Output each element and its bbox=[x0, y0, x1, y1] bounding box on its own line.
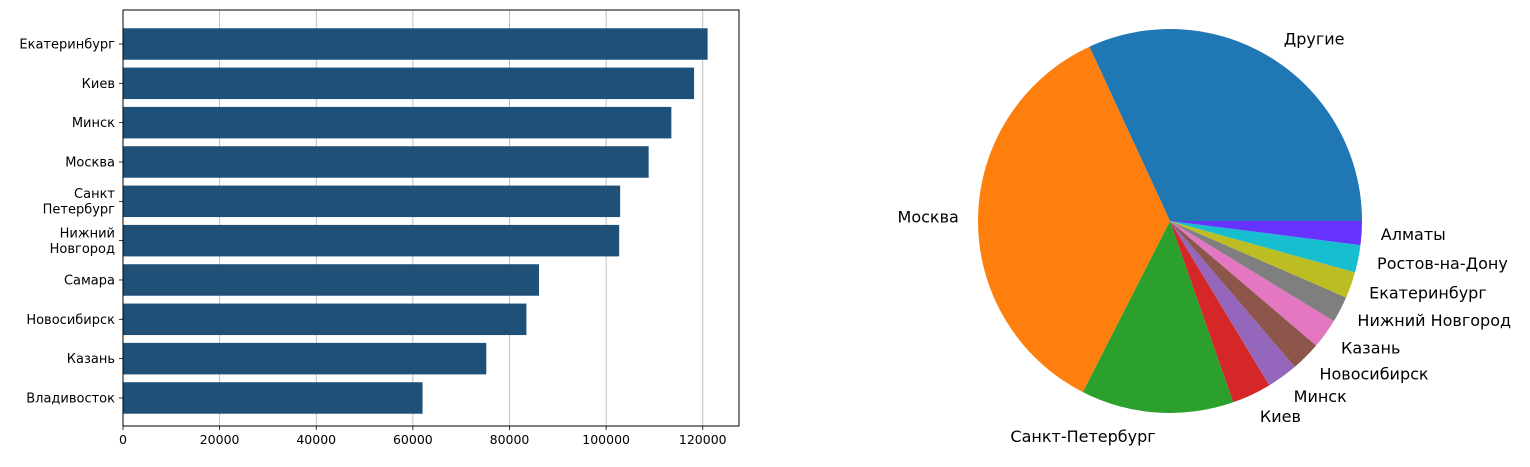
y-tick-label: Нижний Новгород bbox=[50, 226, 115, 257]
bar bbox=[123, 264, 539, 296]
x-tick-label: 0 bbox=[119, 432, 127, 447]
bar bbox=[123, 67, 695, 100]
bar bbox=[123, 342, 487, 375]
y-tick-label: Москва bbox=[65, 155, 115, 170]
bar bbox=[123, 28, 708, 60]
bar bbox=[123, 146, 649, 178]
y-tick-label: Екатеринбург bbox=[19, 38, 115, 53]
bar bbox=[123, 185, 621, 218]
pie-slice-label: Алматы bbox=[1381, 225, 1446, 244]
pie-slice bbox=[1170, 221, 1334, 346]
pie-slice-label: Киев bbox=[1260, 407, 1301, 426]
bar bbox=[123, 382, 423, 414]
pie-slice-label: Нижний Новгород bbox=[1357, 311, 1511, 330]
pie-slice bbox=[1170, 221, 1317, 367]
y-tick-label: Минск bbox=[72, 116, 115, 131]
pie-slice bbox=[1170, 221, 1270, 403]
bar-chart: 0 20000 40000 60000 80000 100000 120000 Екатер… bbox=[19, 9, 740, 447]
pie-slice-label: Казань bbox=[1341, 338, 1400, 357]
x-tick-label: 60000 bbox=[393, 432, 433, 447]
x-tick-label: 120000 bbox=[679, 432, 727, 447]
pie-slice-label: Ростов-на-Дону bbox=[1377, 254, 1508, 273]
pie-slice bbox=[1170, 221, 1347, 322]
y-tick-label: Самара bbox=[64, 273, 115, 288]
bar bbox=[123, 224, 620, 257]
pie-slice-label: Санкт-Петербург bbox=[1010, 427, 1155, 446]
pie-slice bbox=[978, 46, 1170, 393]
x-tick-label: 20000 bbox=[200, 432, 240, 447]
y-tick-label: Казань bbox=[67, 352, 115, 367]
pie-slice-label: Новосибирск bbox=[1319, 364, 1428, 383]
x-tick-label: 80000 bbox=[490, 432, 530, 447]
y-tick-label: Новосибирск bbox=[26, 313, 115, 328]
pie-slice bbox=[1170, 221, 1362, 246]
pie-slice bbox=[1170, 221, 1355, 298]
y-tick-label: Киев bbox=[82, 77, 115, 92]
bar-axes-frame bbox=[122, 9, 740, 427]
y-tick-label: Владивосток bbox=[26, 391, 115, 406]
pie-slice-label: Екатеринбург bbox=[1369, 284, 1487, 303]
y-tick-label: Санкт Петербург bbox=[43, 187, 116, 218]
pie-slice bbox=[1170, 221, 1295, 386]
pie-slice-label: Москва bbox=[898, 207, 959, 226]
pie-slice-label: Минск bbox=[1294, 387, 1347, 406]
pie-slice bbox=[1089, 29, 1362, 221]
pie-slice bbox=[1170, 221, 1361, 273]
x-tick-label: 100000 bbox=[582, 432, 630, 447]
bar-series bbox=[123, 28, 708, 414]
bar bbox=[123, 303, 527, 336]
bar-y-axis: Екатеринбург Киев Минск Москва Санкт Петербур… bbox=[19, 38, 123, 406]
pie-slice bbox=[1082, 221, 1234, 413]
pie-slice-label: Другие bbox=[1284, 29, 1345, 48]
x-tick-label: 40000 bbox=[296, 432, 336, 447]
pie-slices bbox=[978, 29, 1362, 413]
bar bbox=[123, 106, 672, 139]
bar-x-axis: 0 20000 40000 60000 80000 100000 120000 bbox=[119, 426, 727, 447]
